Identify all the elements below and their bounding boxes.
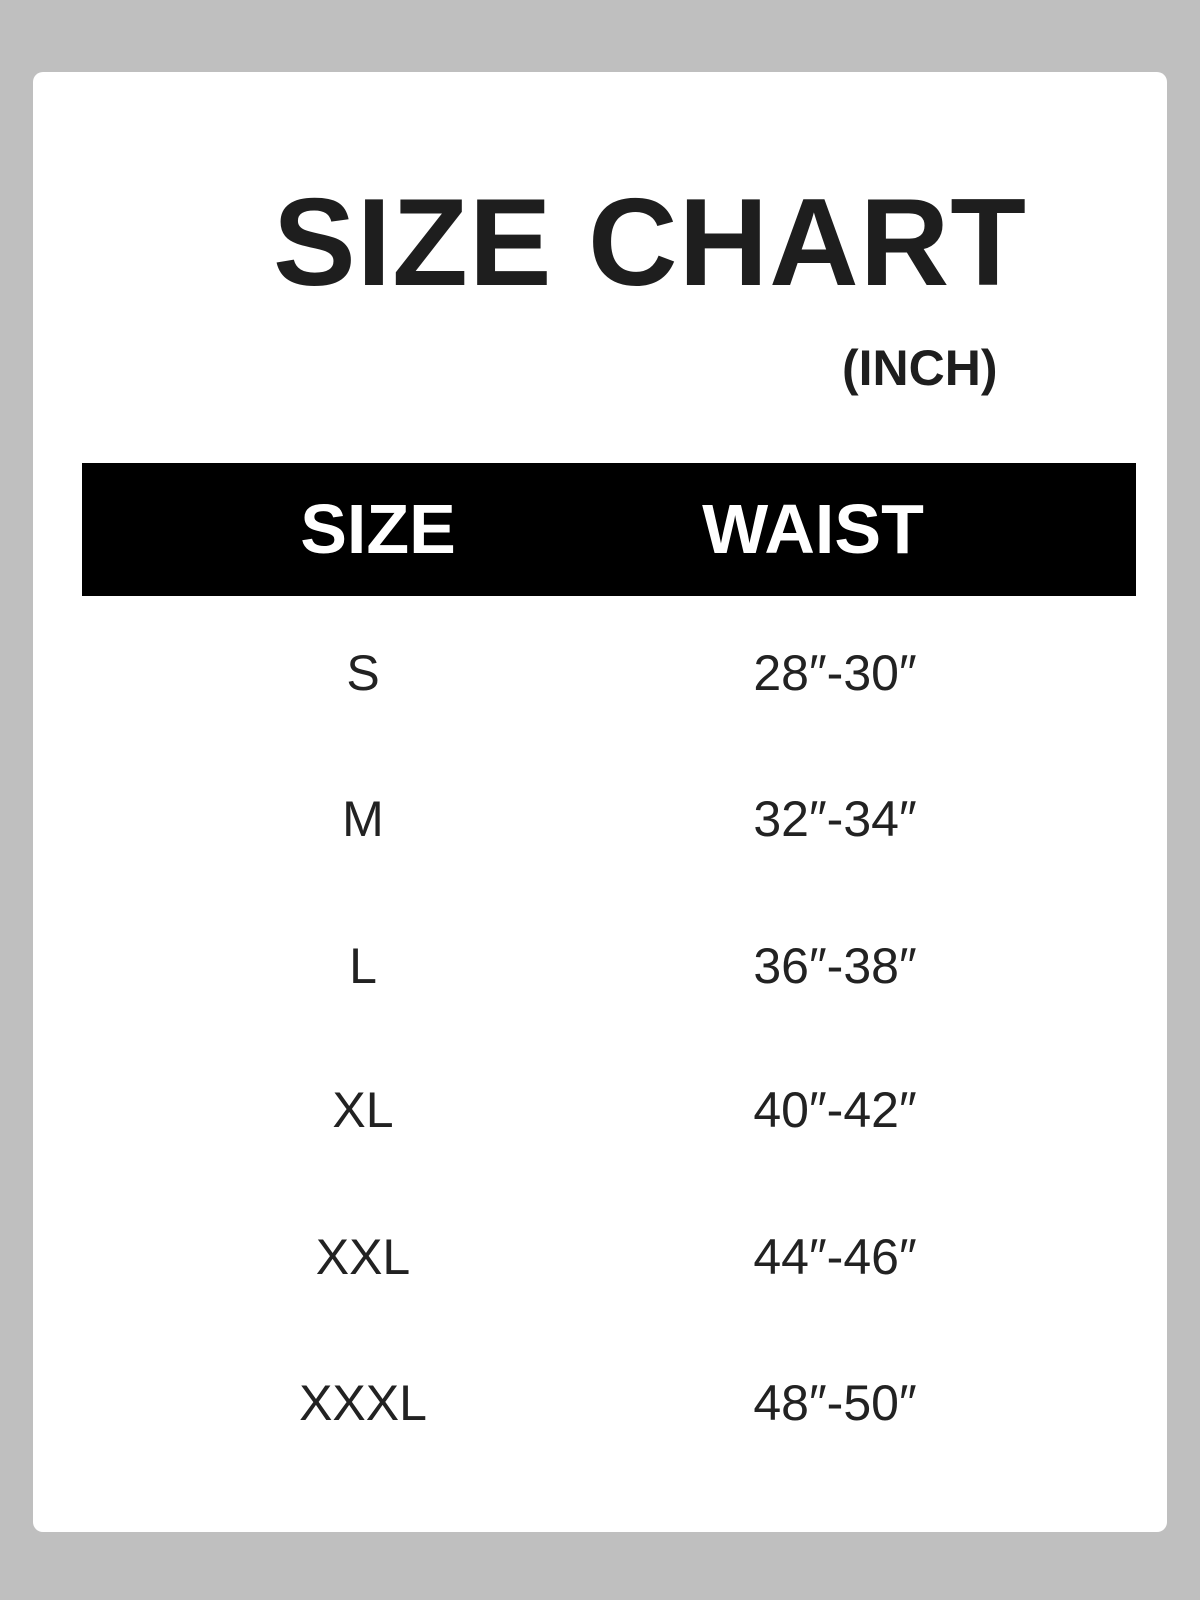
size-cell: S xyxy=(346,645,380,701)
waist-cell: 48″-50″ xyxy=(753,1375,917,1431)
table-header: SIZE WAIST xyxy=(82,463,1136,596)
size-chart-card xyxy=(33,72,1167,1532)
waist-cell: 40″-42″ xyxy=(753,1082,917,1138)
header-size: SIZE xyxy=(300,490,456,568)
size-cell: XXL xyxy=(315,1229,411,1285)
size-cell: L xyxy=(349,938,377,994)
header-waist: WAIST xyxy=(702,490,924,568)
size-cell: XL xyxy=(332,1082,394,1138)
waist-cell: 36″-38″ xyxy=(753,938,917,994)
table-row: XL 40″-42″ xyxy=(0,1070,1200,1150)
page-title: SIZE CHART xyxy=(273,174,1027,312)
table-row: M 32″-34″ xyxy=(0,779,1200,859)
size-cell: XXXL xyxy=(299,1375,427,1431)
waist-cell: 28″-30″ xyxy=(753,645,917,701)
table-row: XXL 44″-46″ xyxy=(0,1217,1200,1297)
unit-label: (INCH) xyxy=(842,340,998,396)
table-row: L 36″-38″ xyxy=(0,926,1200,1006)
size-cell: M xyxy=(342,791,384,847)
waist-cell: 44″-46″ xyxy=(753,1229,917,1285)
table-row: S 28″-30″ xyxy=(0,633,1200,713)
waist-cell: 32″-34″ xyxy=(753,791,917,847)
table-row: XXXL 48″-50″ xyxy=(0,1363,1200,1443)
